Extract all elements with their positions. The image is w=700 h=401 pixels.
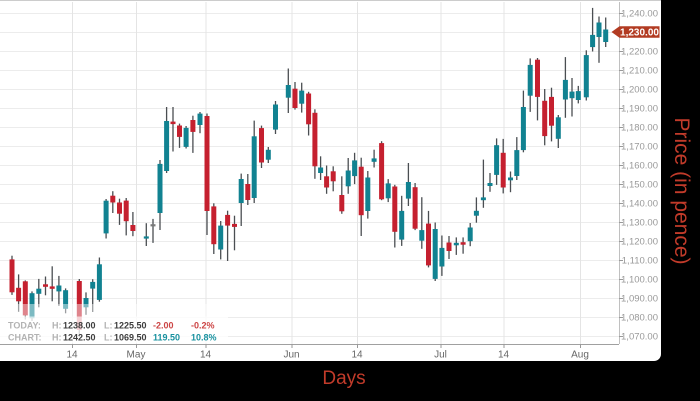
svg-text:1,100.00: 1,100.00	[621, 275, 658, 286]
svg-text:119.50: 119.50	[153, 333, 180, 343]
svg-text:1,120.00: 1,120.00	[621, 237, 658, 248]
svg-text:-2.00: -2.00	[153, 321, 174, 331]
svg-text:1,230.00: 1,230.00	[620, 28, 659, 39]
svg-text:1,090.00: 1,090.00	[621, 294, 658, 305]
svg-text:1,150.00: 1,150.00	[621, 180, 658, 191]
svg-text:14: 14	[66, 350, 78, 361]
svg-text:1,170.00: 1,170.00	[621, 142, 658, 153]
svg-text:14: 14	[498, 350, 510, 361]
svg-text:Jun: Jun	[283, 350, 299, 361]
svg-text:H:: H:	[52, 321, 62, 331]
svg-text:1238.00: 1238.00	[63, 321, 96, 331]
svg-text:1,240.00: 1,240.00	[621, 9, 658, 20]
svg-text:1,210.00: 1,210.00	[621, 66, 658, 77]
svg-text:1,220.00: 1,220.00	[621, 47, 658, 58]
svg-text:1,070.00: 1,070.00	[621, 332, 658, 343]
svg-text:H:: H:	[52, 333, 62, 343]
svg-text:1069.50: 1069.50	[114, 333, 147, 343]
svg-text:L:: L:	[104, 321, 113, 331]
svg-text:CHART:: CHART:	[8, 333, 42, 343]
svg-text:1,180.00: 1,180.00	[621, 123, 658, 134]
svg-text:-0.2%: -0.2%	[191, 321, 215, 331]
svg-text:1,110.00: 1,110.00	[622, 256, 658, 267]
svg-text:1,130.00: 1,130.00	[621, 218, 658, 229]
svg-text:Aug: Aug	[571, 350, 589, 361]
svg-text:TODAY:: TODAY:	[8, 321, 41, 331]
svg-text:1225.50: 1225.50	[114, 321, 147, 331]
svg-text:1,190.00: 1,190.00	[621, 104, 658, 115]
svg-text:Jul: Jul	[434, 350, 447, 361]
svg-text:1,160.00: 1,160.00	[621, 161, 658, 172]
svg-text:May: May	[127, 350, 146, 361]
svg-text:14: 14	[351, 350, 363, 361]
svg-text:1,080.00: 1,080.00	[621, 313, 658, 324]
svg-text:1,140.00: 1,140.00	[621, 199, 658, 210]
svg-text:1242.50: 1242.50	[63, 333, 96, 343]
svg-text:14: 14	[200, 350, 212, 361]
svg-text:L:: L:	[104, 333, 113, 343]
svg-text:10.8%: 10.8%	[191, 333, 217, 343]
svg-text:1,200.00: 1,200.00	[621, 85, 658, 96]
